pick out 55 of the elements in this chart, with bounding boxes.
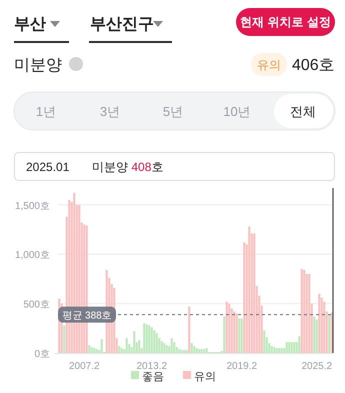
- bar: [298, 336, 300, 353]
- bar: [313, 316, 316, 353]
- bar: [190, 343, 193, 353]
- bar: [240, 318, 243, 353]
- bar: [126, 338, 128, 353]
- bar: [166, 345, 168, 353]
- bar: [143, 323, 146, 353]
- bar: [263, 330, 266, 353]
- bar: [96, 349, 98, 353]
- chart-title: 미분양: [14, 57, 62, 74]
- bar: [330, 312, 333, 353]
- x-tick-label: 2007.2: [68, 361, 100, 372]
- bar: [193, 346, 196, 353]
- x-tick-label: 2025.2: [301, 361, 332, 372]
- bar: [196, 348, 198, 353]
- bar: [100, 339, 103, 353]
- header: 부산 부산진구 현재 위치로 설정 미분양 유의 406호 1년 3년 5년 10년 전체 2025.01 미분양 408호: [14, 8, 336, 181]
- bar: [156, 333, 158, 353]
- bar: [186, 350, 188, 353]
- bar: [118, 346, 120, 353]
- legend-label: 유의: [194, 371, 216, 383]
- bar: [300, 269, 303, 353]
- legend-label: 좋음: [142, 371, 164, 383]
- bar: [238, 318, 240, 353]
- bar: [286, 342, 288, 353]
- bar: [253, 233, 256, 353]
- bar: [133, 331, 136, 353]
- bar: [308, 274, 310, 353]
- bar: [223, 316, 226, 353]
- bar: [138, 340, 140, 353]
- bar: [178, 349, 180, 353]
- bar: [188, 306, 190, 353]
- bar: [206, 348, 208, 353]
- bar: [243, 242, 246, 353]
- bar: [170, 338, 173, 353]
- x-tick-label: 2019.2: [226, 361, 258, 372]
- bar: [120, 348, 123, 353]
- bar: [226, 302, 228, 353]
- bar: [163, 343, 166, 353]
- y-tick-label: 1,000호: [14, 250, 50, 262]
- bar: [270, 346, 273, 353]
- y-tick-label: 0호: [34, 349, 50, 360]
- x-tick-label: 2013.2: [136, 361, 168, 372]
- bar: [63, 325, 66, 353]
- y-tick-label: 1,500호: [14, 200, 50, 212]
- bar: [160, 341, 163, 353]
- y-tick-label: 500호: [23, 300, 50, 311]
- bar: [318, 294, 320, 353]
- bar: [90, 347, 93, 353]
- bar: [316, 319, 318, 353]
- bar: [88, 345, 90, 353]
- bar: [328, 314, 330, 353]
- bar: [173, 342, 176, 353]
- bar: [236, 313, 238, 353]
- ref-line-label: 평균 388호: [62, 310, 112, 322]
